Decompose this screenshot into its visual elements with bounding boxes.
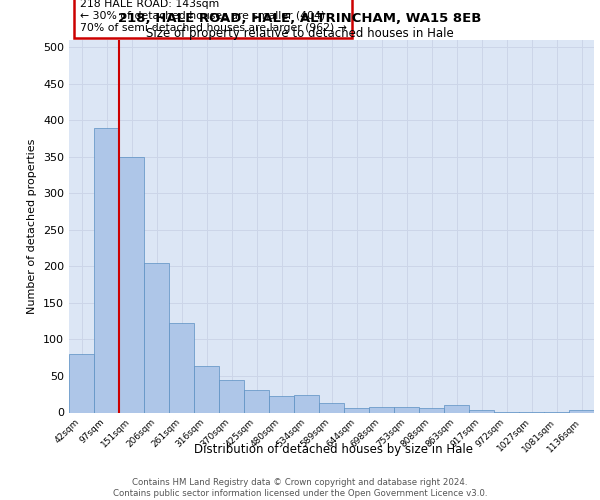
Text: 218 HALE ROAD: 143sqm
← 30% of detached houses are smaller (404)
70% of semi-det: 218 HALE ROAD: 143sqm ← 30% of detached … [79, 0, 346, 32]
Bar [319, 403, 344, 412]
Bar [394, 408, 419, 412]
Bar [169, 324, 194, 412]
Bar [194, 366, 219, 412]
Bar [269, 396, 294, 412]
Bar [369, 406, 394, 412]
Bar [419, 408, 444, 412]
Bar [469, 410, 494, 412]
Bar [94, 128, 119, 412]
Bar [69, 354, 94, 412]
Y-axis label: Number of detached properties: Number of detached properties [28, 138, 37, 314]
Bar [244, 390, 269, 412]
Bar [144, 263, 169, 412]
Bar [119, 157, 144, 412]
Text: Distribution of detached houses by size in Hale: Distribution of detached houses by size … [194, 442, 473, 456]
Text: 218, HALE ROAD, HALE, ALTRINCHAM, WA15 8EB: 218, HALE ROAD, HALE, ALTRINCHAM, WA15 8… [118, 12, 482, 26]
Bar [569, 410, 594, 412]
Bar [219, 380, 244, 412]
Bar [294, 395, 319, 412]
Bar [344, 408, 369, 412]
Bar [444, 405, 469, 412]
Text: Size of property relative to detached houses in Hale: Size of property relative to detached ho… [146, 28, 454, 40]
Text: Contains HM Land Registry data © Crown copyright and database right 2024.
Contai: Contains HM Land Registry data © Crown c… [113, 478, 487, 498]
